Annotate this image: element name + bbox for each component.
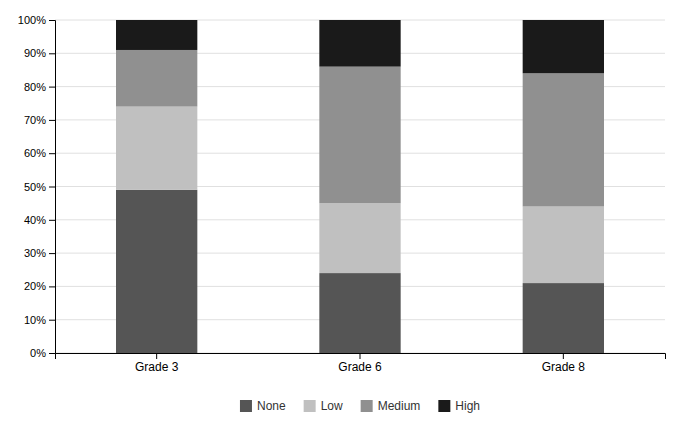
grid <box>55 20 665 353</box>
y-tick-label: 0% <box>30 347 46 359</box>
y-tick-label: 60% <box>24 147 46 159</box>
bar-segment <box>319 273 400 353</box>
y-tick-label: 70% <box>24 114 46 126</box>
y-tick-label: 30% <box>24 247 46 259</box>
chart-svg: 0% 10% 20% 30% 40% 50% 60% 70% 80% 90% 100% Grade 3… <box>0 0 685 428</box>
legend-swatch <box>304 400 316 412</box>
x-tick: Grade 8 <box>542 353 586 374</box>
y-tick-mark <box>49 353 55 354</box>
legend-item: None <box>240 399 286 413</box>
y-tick: 40% <box>24 214 55 226</box>
y-tick-mark <box>49 20 55 21</box>
bar-series <box>116 50 604 207</box>
plot-area: 0% 10% 20% 30% 40% 50% 60% 70% 80% 90% 100% Grade 3… <box>18 14 666 374</box>
y-axis-line <box>49 21 56 354</box>
bar-segment <box>319 67 400 204</box>
legend-label: High <box>455 399 480 413</box>
bar-segment <box>523 73 604 206</box>
bar-segment <box>523 283 604 353</box>
legend-label: None <box>257 399 286 413</box>
y-tick-mark <box>49 153 55 154</box>
y-tick: 60% <box>24 147 55 159</box>
bar-series <box>116 20 604 73</box>
legend: None Low Medium High <box>240 399 480 413</box>
y-tick-mark <box>49 87 55 88</box>
y-tick: 90% <box>24 47 55 59</box>
legend-label: Medium <box>378 399 421 413</box>
x-axis: Grade 3 Grade 6 Grade 8 <box>56 353 666 374</box>
y-tick: 50% <box>24 181 55 193</box>
y-tick-mark <box>49 320 55 321</box>
bar-segment <box>116 190 197 353</box>
y-tick-mark <box>49 220 55 221</box>
x-tick: Grade 3 <box>135 353 179 374</box>
x-tick-mark <box>156 353 157 359</box>
legend-swatch <box>240 400 252 412</box>
y-tick-label: 10% <box>24 314 46 326</box>
bar-segment <box>116 107 197 190</box>
chart-container: 0% 10% 20% 30% 40% 50% 60% 70% 80% 90% 100% Grade 3… <box>0 0 685 428</box>
x-tick-label: Grade 3 <box>135 360 179 374</box>
x-axis-line <box>56 354 666 360</box>
x-tick-label: Grade 6 <box>338 360 382 374</box>
y-tick: 0% <box>30 347 55 359</box>
legend-item: Low <box>304 399 343 413</box>
y-axis: 0% 10% 20% 30% 40% 50% 60% 70% 80% 90% 100% <box>18 14 56 359</box>
y-tick-label: 80% <box>24 81 46 93</box>
bar-segment <box>319 203 400 273</box>
y-tick-label: 50% <box>24 181 46 193</box>
bar-segment <box>523 20 604 73</box>
y-tick-mark <box>49 120 55 121</box>
y-tick-label: 100% <box>18 14 46 26</box>
x-tick-mark <box>563 353 564 359</box>
bar-series <box>116 190 604 353</box>
bar-segment <box>116 20 197 50</box>
bar-segment <box>523 206 604 283</box>
y-tick-label: 20% <box>24 280 46 292</box>
legend-label: Low <box>321 399 343 413</box>
y-tick: 10% <box>24 314 55 326</box>
legend-item: Medium <box>361 399 421 413</box>
y-tick: 100% <box>18 14 55 26</box>
y-tick-mark <box>49 187 55 188</box>
y-tick: 80% <box>24 81 55 93</box>
bar-segment <box>319 20 400 67</box>
y-tick: 20% <box>24 280 55 292</box>
bars <box>116 20 604 353</box>
y-tick: 70% <box>24 114 55 126</box>
y-tick-mark <box>49 253 55 254</box>
y-tick-mark <box>49 286 55 287</box>
x-tick-label: Grade 8 <box>542 360 586 374</box>
y-tick: 30% <box>24 247 55 259</box>
y-tick-mark <box>49 53 55 54</box>
legend-item: High <box>438 399 480 413</box>
y-tick-label: 40% <box>24 214 46 226</box>
legend-swatch <box>361 400 373 412</box>
y-tick-label: 90% <box>24 47 46 59</box>
bar-segment <box>116 50 197 107</box>
legend-swatch <box>438 400 450 412</box>
x-tick: Grade 6 <box>338 353 382 374</box>
x-tick-mark <box>360 353 361 359</box>
